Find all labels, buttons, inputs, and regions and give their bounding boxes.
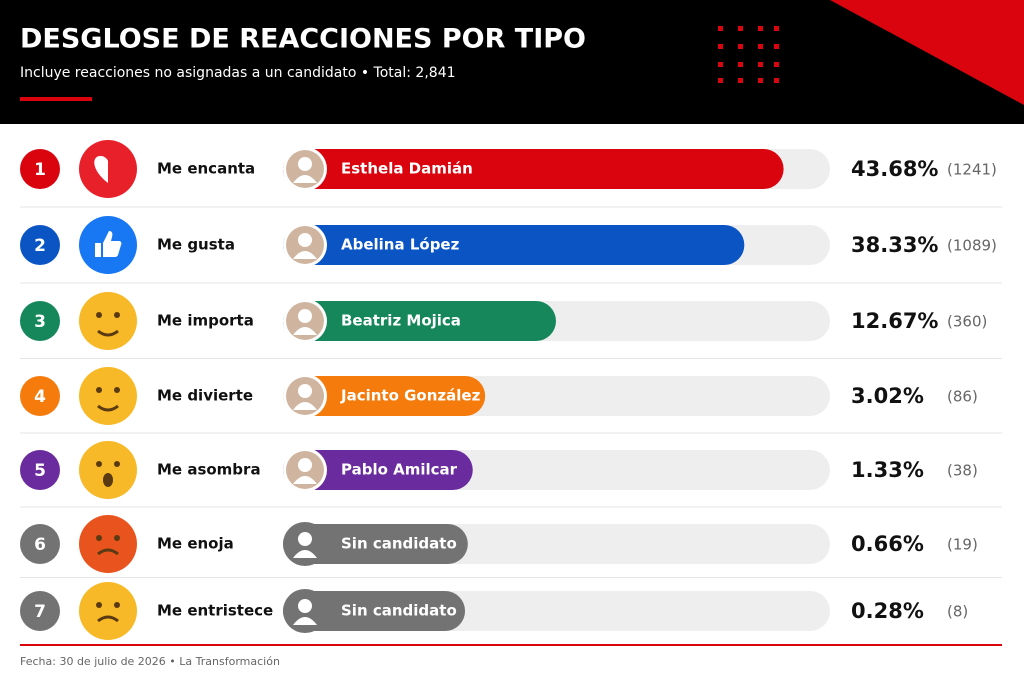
percent: 3.02% [851, 384, 924, 408]
percent: 1.33% [851, 458, 924, 482]
eye [114, 461, 120, 467]
reaction-icon [79, 582, 137, 640]
rank-badge [20, 225, 60, 265]
bar [283, 225, 745, 265]
reaction-icon [79, 292, 137, 350]
count: (1241) [947, 161, 997, 179]
title-underline [20, 97, 92, 101]
rank: 1 [34, 160, 46, 180]
rank-badge [20, 376, 60, 416]
avatar-body [293, 327, 317, 335]
count: (38) [947, 462, 978, 480]
bar [283, 450, 473, 490]
candidate: Abelina López [341, 236, 460, 254]
mouth [103, 473, 113, 487]
rank: 4 [34, 387, 46, 407]
rank: 5 [34, 461, 46, 481]
reaction-name: Me encanta [157, 160, 255, 178]
rank: 6 [34, 535, 46, 555]
rank-badge [20, 450, 60, 490]
candidate: Pablo Amilcar [341, 461, 458, 479]
reaction-name: Me importa [157, 312, 254, 330]
avatar-body [293, 251, 317, 259]
eye [114, 535, 120, 541]
percent: 0.28% [851, 599, 924, 623]
rank-badge [20, 149, 60, 189]
eye [96, 312, 102, 318]
eye [96, 461, 102, 467]
rank-badge [20, 524, 60, 564]
reaction-name: Me enoja [157, 535, 234, 553]
bar [283, 524, 468, 564]
eye [96, 602, 102, 608]
thumb [95, 231, 122, 257]
count: (1089) [947, 237, 997, 255]
candidate: Beatriz Mojica [341, 312, 461, 330]
avatar-head [298, 157, 312, 171]
reaction-icon [79, 441, 137, 499]
eye [114, 312, 120, 318]
bar [283, 149, 784, 189]
header-accent [830, 0, 1024, 105]
rank: 2 [34, 236, 46, 256]
rank: 7 [34, 602, 46, 622]
eye [96, 387, 102, 393]
percent: 43.68% [851, 157, 938, 181]
avatar-body [293, 550, 317, 558]
avatar-head [298, 599, 312, 613]
candidate: Sin candidato [341, 602, 457, 620]
percent: 0.66% [851, 532, 924, 556]
eye [114, 387, 120, 393]
mouth [97, 615, 119, 623]
rank-badge [20, 301, 60, 341]
avatar-body [293, 476, 317, 484]
reaction-name: Me asombra [157, 461, 261, 479]
avatar-body [293, 402, 317, 410]
avatar-head [298, 458, 312, 472]
candidate: Jacinto González [340, 387, 481, 405]
percent: 38.33% [851, 233, 938, 257]
bar [283, 376, 486, 416]
avatar-head [298, 309, 312, 323]
avatar-body [293, 175, 317, 183]
rank-badge [20, 591, 60, 631]
eye [114, 602, 120, 608]
count: (19) [947, 536, 978, 554]
subtitle: Incluye reacciones no asignadas a un can… [20, 65, 456, 81]
reaction-name: Me divierte [157, 387, 253, 405]
title: DESGLOSE DE REACCIONES POR TIPO [20, 24, 586, 55]
mouth [97, 329, 119, 337]
reaction-icon [79, 515, 137, 573]
reaction-name: Me entristece [157, 602, 273, 620]
reaction-name: Me gusta [157, 236, 235, 254]
candidate: Esthela Damián [341, 160, 473, 178]
rank: 3 [34, 312, 46, 332]
heart [94, 155, 108, 183]
avatar-head [298, 532, 312, 546]
mouth [97, 404, 119, 412]
avatar-head [298, 384, 312, 398]
dot-pattern [718, 26, 779, 83]
reaction-icon [79, 367, 137, 425]
count: (360) [947, 313, 987, 331]
bar [283, 301, 556, 341]
percent: 12.67% [851, 309, 938, 333]
count: (86) [947, 388, 978, 406]
footer: Fecha: 30 de julio de 2026 • La Transfor… [20, 655, 280, 668]
avatar-head [298, 233, 312, 247]
candidate: Sin candidato [341, 535, 457, 553]
eye [96, 535, 102, 541]
bar [283, 591, 466, 631]
header-bg [0, 0, 1024, 124]
avatar-body [293, 617, 317, 625]
rows: 1 Me encanta Esthela Damián 43.68% (1241) 2 Me… [20, 140, 1002, 640]
mouth [97, 548, 119, 556]
count: (8) [947, 603, 968, 621]
